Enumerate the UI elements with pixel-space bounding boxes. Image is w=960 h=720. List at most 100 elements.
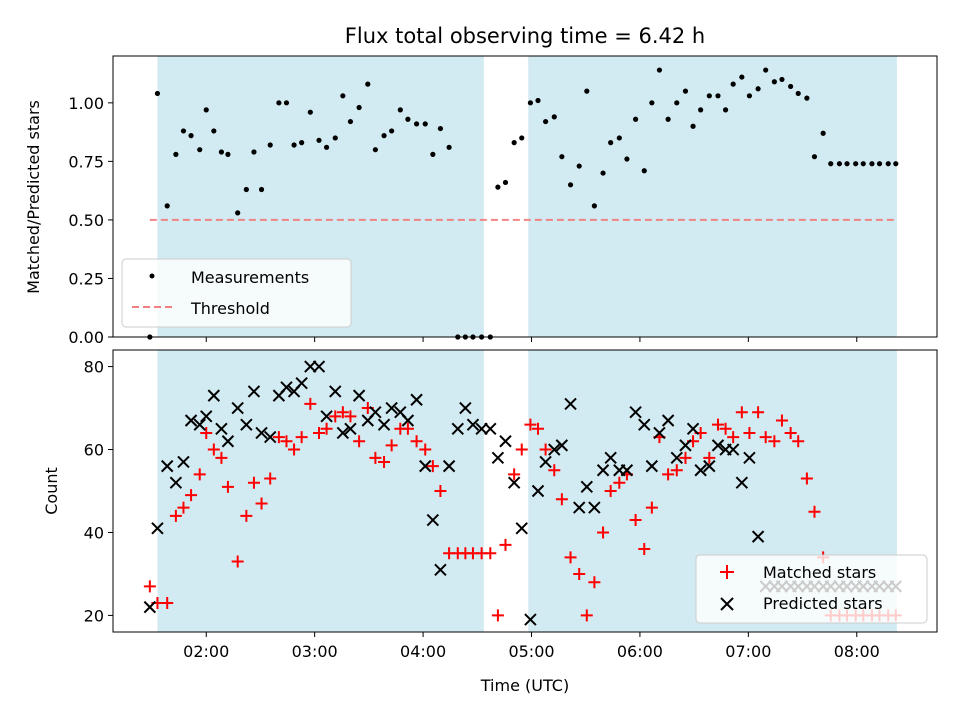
measurement-point <box>739 74 745 80</box>
predicted-star-point <box>352 389 366 402</box>
matched-star-point <box>280 435 293 448</box>
predicted-star-point <box>735 476 749 489</box>
measurement-point <box>836 161 843 167</box>
predicted-star-point <box>573 501 586 514</box>
measurement-point <box>323 144 330 150</box>
legend-measurements-label: Measurements <box>191 268 309 287</box>
matched-star-point <box>515 443 528 456</box>
predicted-star-point <box>645 459 659 473</box>
predicted-star-point <box>193 418 206 431</box>
matched-star-point <box>272 431 285 444</box>
measurement-point <box>746 93 753 99</box>
measurement-point <box>332 135 338 141</box>
matched-star-point <box>597 526 610 539</box>
matched-star-point <box>752 406 765 419</box>
predicted-star-point <box>169 476 183 489</box>
predicted-star-point <box>661 414 675 427</box>
predicted-star-point <box>426 513 440 527</box>
measurement-point <box>763 67 769 73</box>
matched-star-point <box>344 410 357 423</box>
matched-star-point <box>645 501 658 514</box>
matched-star-point <box>735 406 748 419</box>
predicted-star-point <box>531 484 545 498</box>
y-tick-label: 0.25 <box>68 269 104 288</box>
measurement-point <box>771 79 777 85</box>
measurement-point <box>804 95 810 101</box>
measurement-point <box>893 161 899 167</box>
predicted-star-point <box>484 422 497 436</box>
measurement-point <box>154 90 161 97</box>
predicted-star-point <box>564 397 577 411</box>
measurement-point <box>347 118 354 125</box>
predicted-star-point <box>703 459 716 473</box>
measurement-point <box>853 161 859 167</box>
predicted-star-point <box>580 480 594 494</box>
measurement-point <box>706 93 712 99</box>
matched-star-point <box>638 543 651 556</box>
predicted-star-point <box>499 435 512 448</box>
predicted-star-point <box>604 451 617 465</box>
matched-star-point <box>580 609 593 622</box>
x-tick-label: 06:00 <box>617 642 663 661</box>
measurement-point <box>567 182 574 188</box>
matched-star-point <box>255 497 268 510</box>
predicted-star-point <box>207 389 221 402</box>
measurement-point <box>164 203 170 209</box>
matched-star-point <box>185 489 198 502</box>
predicted-star-point <box>177 455 190 469</box>
x-tick-label: 02:00 <box>183 642 229 661</box>
ratio-panel: 0.00 0.25 0.50 0.75 1.00 Matched/Predicted s… <box>24 55 938 347</box>
predicted-star-point <box>369 405 382 419</box>
measurement-point <box>251 149 257 155</box>
measurement-point <box>535 97 541 104</box>
predicted-star-point <box>548 443 561 456</box>
measurement-point <box>203 107 209 113</box>
predicted-star-point <box>280 381 293 394</box>
matched-star-point <box>264 472 277 485</box>
matched-star-point <box>573 567 586 580</box>
predicted-star-point <box>555 439 569 452</box>
measurement-point <box>828 161 834 167</box>
predicted-star-point <box>679 439 692 452</box>
predicted-star-point <box>344 422 357 436</box>
measurement-point <box>243 186 249 193</box>
legend-matched-marker <box>720 565 734 579</box>
measurement-point <box>340 93 346 99</box>
y-tick-label: 0.75 <box>68 152 104 171</box>
measurement-point <box>608 140 614 146</box>
matched-star-point <box>336 406 349 419</box>
predicted-star-point <box>515 522 528 535</box>
matched-star-point <box>378 455 391 468</box>
predicted-star-point <box>240 418 253 431</box>
measurement-point <box>519 135 525 141</box>
measurement-point <box>616 135 622 141</box>
measurement-point <box>624 156 630 162</box>
measurement-point <box>291 142 297 148</box>
predicted-star-point <box>507 476 521 489</box>
y-tick-label: 0.50 <box>68 211 104 230</box>
measurement-point <box>730 81 736 87</box>
predicted-star-point <box>419 459 432 473</box>
predicted-star-point <box>410 393 423 406</box>
matched-star-point <box>679 451 692 464</box>
measurement-point <box>795 90 801 97</box>
matched-star-point <box>792 435 805 448</box>
matched-star-point <box>247 476 260 489</box>
x-tick-label: 08:00 <box>834 642 880 661</box>
matched-star-point <box>808 505 821 518</box>
measurement-point <box>788 83 794 90</box>
matched-star-point <box>221 480 234 493</box>
count-y-axis-label: Count <box>42 467 61 515</box>
measurement-point <box>591 203 597 209</box>
matched-star-point <box>588 576 601 589</box>
x-axis-label: Time (UTC) <box>480 676 569 695</box>
measurement-point <box>258 186 265 193</box>
measurement-point <box>430 151 436 157</box>
measurement-point <box>656 67 663 73</box>
matched-star-point <box>532 422 545 435</box>
measurement-point <box>173 151 179 157</box>
matched-star-point <box>727 431 740 444</box>
measurement-point <box>690 123 696 129</box>
matched-star-point <box>288 443 301 456</box>
measurement-point <box>844 161 850 167</box>
